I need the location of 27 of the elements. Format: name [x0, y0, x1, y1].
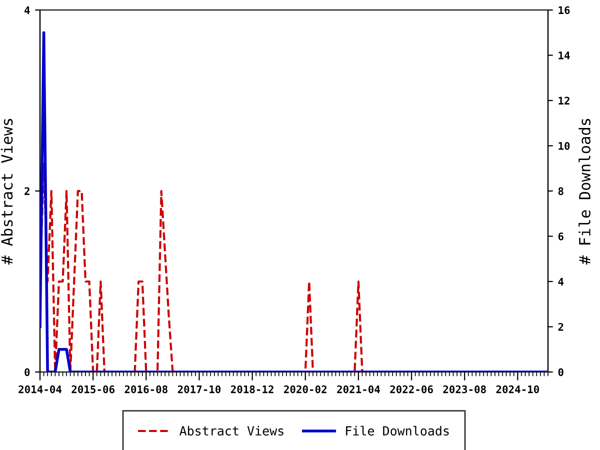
y2-tick-label: 0: [558, 368, 564, 376]
x-tick-label: 2022-06: [390, 385, 433, 394]
y2-tick-label: 16: [558, 6, 570, 14]
y2-tick-label: 8: [558, 187, 564, 196]
x-tick-label: 2023-08: [443, 385, 486, 394]
x-tick-label: 2021-04: [337, 385, 380, 394]
line-series: [40, 31, 548, 372]
x-tick-label: 2017-10: [178, 385, 221, 394]
legend-label: File Downloads: [346, 426, 449, 436]
y-tick-label: 0: [24, 368, 30, 376]
x-tick-label: 2018-12: [230, 385, 274, 394]
x-tick-label: 2024-10: [496, 385, 539, 394]
y2-tick-label: 2: [558, 322, 564, 331]
y-axis-title: # Abstract Views: [0, 118, 13, 265]
y2-tick-label: 14: [558, 52, 570, 60]
y2-tick-label: 4: [558, 278, 564, 286]
x-tick-label: 2015-06: [72, 385, 114, 394]
y2-tick-label: 6: [558, 232, 564, 240]
y2-tick-label: 10: [558, 142, 570, 150]
x-tick-label: 2016-08: [124, 385, 168, 394]
y-tick-label: 4: [24, 6, 30, 14]
y2-axis-title: # File Downloads: [578, 118, 591, 265]
legend-label: Abstract Views: [179, 426, 284, 436]
y-tick-label: 2: [24, 187, 30, 195]
x-tick-label: 2014-04: [18, 385, 62, 394]
x-tick-label: 2020-02: [284, 385, 326, 394]
y2-tick-label: 12: [558, 96, 570, 104]
